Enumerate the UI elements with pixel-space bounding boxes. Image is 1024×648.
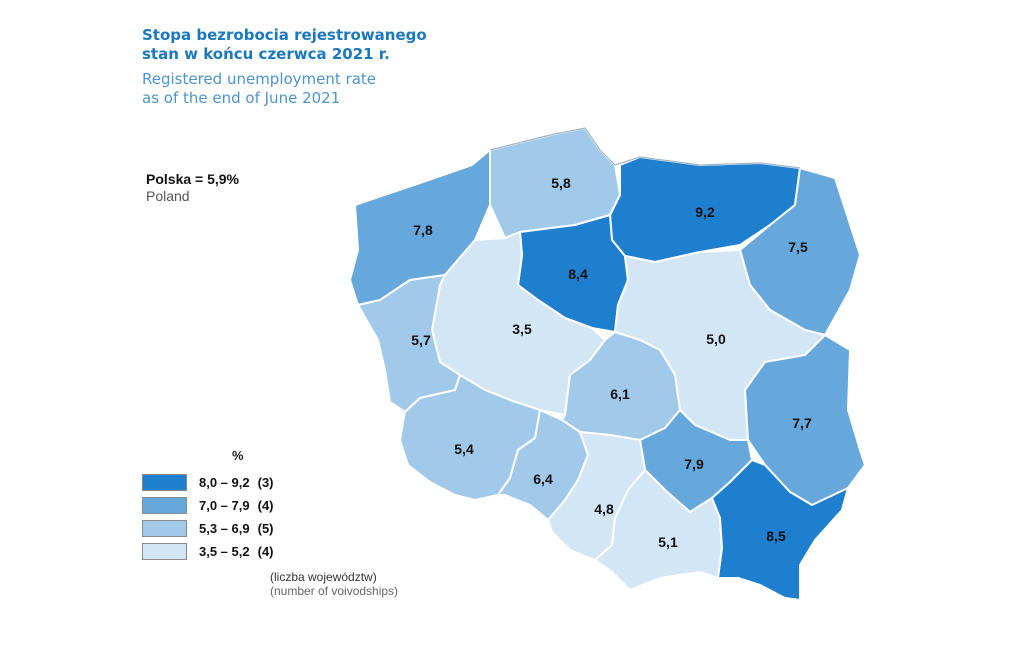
region-value-label: 7,8: [413, 222, 433, 238]
region-value-label: 4,8: [594, 501, 614, 517]
map-subtitle: Registered unemployment rate as of the e…: [142, 70, 376, 108]
legend-unit: %: [232, 448, 244, 463]
region-value-label: 7,9: [684, 456, 704, 472]
region-lodzkie[interactable]: 6,1: [561, 331, 681, 441]
legend-range: 5,3 – 6,9: [199, 520, 250, 536]
region-shape[interactable]: [744, 334, 866, 506]
title-en-line1: Registered unemployment rate: [142, 70, 377, 88]
region-lubelskie[interactable]: 7,7: [744, 334, 866, 506]
title-en-line2: as of the end of June 2021: [142, 89, 341, 107]
region-value-label: 5,1: [658, 534, 678, 550]
region-value-label: 8,4: [568, 266, 588, 282]
region-shape[interactable]: [711, 459, 849, 601]
legend-swatch: [142, 542, 187, 560]
legend-item: 7,0 – 7,9 (4): [142, 495, 274, 515]
national-rate: Polska = 5,9% Poland: [146, 171, 239, 205]
legend-note-pl: (liczba województw): [270, 570, 377, 584]
title-pl-line1: Stopa bezrobocia rejestrowanego: [142, 26, 427, 44]
region-value-label: 5,4: [454, 441, 474, 457]
legend-range: 8,0 – 9,2: [199, 474, 250, 490]
legend-item: 8,0 – 9,2 (3): [142, 472, 274, 492]
region-podkarpackie[interactable]: 8,5: [711, 459, 849, 601]
coastline: [489, 127, 801, 169]
region-value-label: 5,8: [551, 175, 571, 191]
national-rate-pl: Polska = 5,9%: [146, 171, 240, 187]
region-value-label: 6,4: [533, 471, 553, 487]
legend-range: 7,0 – 7,9: [199, 497, 250, 513]
legend-count: (4): [257, 543, 274, 559]
region-value-label: 5,0: [706, 331, 726, 347]
legend-count: (5): [257, 520, 274, 536]
region-malopolskie[interactable]: 5,1: [594, 469, 723, 591]
region-value-label: 3,5: [512, 321, 532, 337]
legend-count: (4): [257, 497, 274, 513]
legend-swatch: [142, 496, 187, 514]
region-value-label: 7,5: [788, 239, 808, 255]
legend-swatch: [142, 519, 187, 537]
national-rate-en: Poland: [146, 188, 190, 204]
legend-item: 3,5 – 5,2 (4): [142, 541, 274, 561]
region-value-label: 5,7: [411, 332, 431, 348]
region-shape[interactable]: [594, 469, 723, 591]
title-pl-line2: stan w końcu czerwca 2021 r.: [142, 45, 390, 63]
legend-count: (3): [257, 474, 274, 490]
legend-range: 3,5 – 5,2: [199, 543, 250, 559]
region-value-label: 8,5: [766, 528, 786, 544]
map-title: Stopa bezrobocia rejestrowanego stan w k…: [142, 26, 427, 64]
region-value-label: 9,2: [695, 204, 715, 220]
region-value-label: 7,7: [792, 415, 812, 431]
region-value-label: 6,1: [610, 386, 630, 402]
legend-swatch: [142, 473, 187, 491]
legend-note-en: (number of voivodships): [270, 584, 399, 598]
legend-item: 5,3 – 6,9 (5): [142, 518, 274, 538]
